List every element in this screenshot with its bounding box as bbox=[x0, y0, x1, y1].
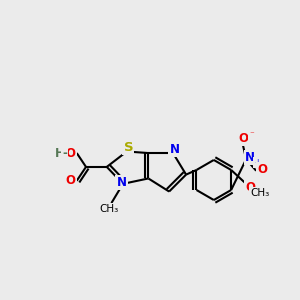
Text: +: + bbox=[254, 158, 260, 167]
Text: O: O bbox=[66, 146, 76, 160]
Text: H: H bbox=[55, 146, 65, 160]
Text: O: O bbox=[245, 181, 255, 194]
Text: -: - bbox=[62, 146, 67, 160]
Text: N: N bbox=[245, 151, 255, 164]
Text: O: O bbox=[66, 174, 76, 187]
Text: O: O bbox=[257, 163, 267, 176]
Text: ⁻: ⁻ bbox=[249, 130, 254, 139]
Text: CH₃: CH₃ bbox=[250, 188, 270, 198]
Text: S: S bbox=[124, 141, 133, 154]
Text: CH₃: CH₃ bbox=[100, 204, 119, 214]
Text: N: N bbox=[116, 176, 126, 189]
Text: N: N bbox=[169, 143, 179, 156]
Text: O: O bbox=[239, 132, 249, 145]
